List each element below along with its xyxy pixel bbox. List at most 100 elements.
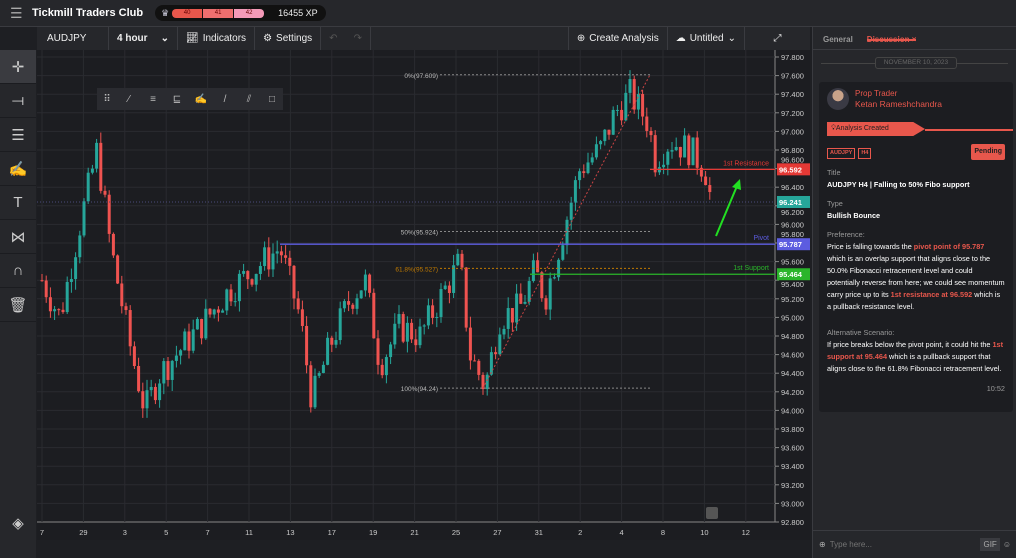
candle-body xyxy=(687,135,691,166)
pattern-tool[interactable]: ⋈ xyxy=(0,220,36,254)
line-icon[interactable]: / xyxy=(223,93,227,105)
emoji-icon[interactable]: ☺ xyxy=(1002,540,1011,549)
price-tick-label: 96.600 xyxy=(781,155,804,164)
settings-button[interactable]: ⚙ Settings xyxy=(255,27,322,50)
candle-body xyxy=(107,194,111,234)
candle-body xyxy=(208,308,212,315)
candle-body xyxy=(61,309,65,313)
price-tick-label: 97.600 xyxy=(781,72,804,81)
date-tick-label: 29 xyxy=(79,528,87,537)
candle-body xyxy=(355,298,359,309)
candle-body xyxy=(368,274,372,293)
price-tick-label: 93.800 xyxy=(781,425,804,434)
projection-arrow xyxy=(715,185,738,237)
candle-body xyxy=(40,280,44,282)
brush-tool[interactable]: ✍ xyxy=(0,152,36,186)
candle-body xyxy=(418,326,422,346)
save-dropdown[interactable]: ☁ Untitled ⌄ xyxy=(668,27,745,50)
delete-tool[interactable]: 🗑︎ xyxy=(0,288,36,322)
gif-button[interactable]: GIF xyxy=(980,538,1000,551)
parallel-lines-icon[interactable]: ≡ xyxy=(150,93,156,105)
candle-body xyxy=(254,273,258,285)
candle-body xyxy=(464,267,468,328)
candle-body xyxy=(447,285,451,293)
chart-area[interactable]: 97.800 97.600 97.400 97.200 97.000 96.800 96.6… xyxy=(37,50,810,540)
timeframe-label: 4 hour xyxy=(117,33,148,44)
brush-icon[interactable]: ✍ xyxy=(194,93,208,105)
layers-tool[interactable]: ◈ xyxy=(0,506,36,540)
indicators-button[interactable]: 📈︎ Indicators xyxy=(178,27,256,50)
candle-body xyxy=(330,337,334,345)
candle-body xyxy=(468,327,472,361)
crosshair-tool[interactable]: ✛ xyxy=(0,50,36,84)
candle-body xyxy=(590,157,594,163)
channel-icon[interactable]: ⊑ xyxy=(172,93,182,105)
type-label: Type xyxy=(827,199,843,208)
close-icon[interactable]: × xyxy=(911,35,917,44)
line-tool[interactable]: ⟞ xyxy=(0,84,36,118)
alternative-text: If price breaks below the pivot point, i… xyxy=(827,339,1005,375)
rectangle-icon[interactable]: □ xyxy=(268,93,276,105)
candle-body xyxy=(363,274,367,291)
candlestick-chart[interactable]: 97.800 97.600 97.400 97.200 97.000 96.80096.6… xyxy=(37,50,810,540)
candle-body xyxy=(452,265,456,293)
price-tick-label: 96.200 xyxy=(781,208,804,217)
message-bar: ⊕ GIF ☺ xyxy=(813,530,1016,558)
candle-body xyxy=(628,79,632,93)
candle-body xyxy=(267,247,271,270)
trendline-icon[interactable]: ⁄ xyxy=(128,93,130,105)
timeframe-dropdown[interactable]: 4 hour ⌄ xyxy=(109,27,178,50)
candles xyxy=(40,70,712,418)
candle-body xyxy=(607,129,611,135)
candle-body xyxy=(569,202,573,220)
candle-body xyxy=(69,279,73,282)
drawing-tools-sidebar: ✛ ⟞ ☰ ✍ T ⋈ ∩ 🗑︎ ◈ xyxy=(0,50,36,558)
candle-body xyxy=(662,164,666,168)
message-input[interactable] xyxy=(829,540,981,549)
hamburger-menu-icon[interactable]: ☰ xyxy=(10,4,23,21)
candle-body xyxy=(99,142,103,191)
level: 40 xyxy=(172,8,203,18)
price-tag xyxy=(777,238,810,251)
symbol-selector[interactable]: AUDJPY xyxy=(37,27,109,50)
badge-icon: ♛ xyxy=(161,7,170,18)
price-tick-label: 96.800 xyxy=(781,146,804,155)
current-price-label: 96.241 xyxy=(779,198,802,207)
drag-handle-icon[interactable]: ⠿ xyxy=(103,93,111,105)
undo-icon[interactable]: ↶ xyxy=(329,33,338,44)
date-tick-label: 8 xyxy=(661,528,665,537)
event-label: Analysis Created xyxy=(835,125,889,132)
candle-body xyxy=(246,271,250,280)
price-tick-label: 94.800 xyxy=(781,332,804,341)
magnet-tool[interactable]: ∩ xyxy=(0,254,36,288)
text-tool[interactable]: T xyxy=(0,186,36,220)
redo-icon[interactable]: ↷ xyxy=(353,33,362,44)
ray-icon[interactable]: ⫽ xyxy=(246,93,252,105)
author-name: Ketan Rameshchandra xyxy=(855,99,942,109)
fib-tool[interactable]: ☰ xyxy=(0,118,36,152)
level-label: 1st Resistance xyxy=(723,160,769,167)
candle-body xyxy=(615,109,619,111)
create-analysis-button[interactable]: ⊕ Create Analysis xyxy=(567,27,668,50)
candle-body xyxy=(153,386,157,401)
candle-body xyxy=(74,257,78,280)
candle-body xyxy=(275,251,279,254)
candle-body xyxy=(124,306,128,311)
candle-body xyxy=(65,281,69,313)
plus-icon[interactable]: ⊕ xyxy=(819,540,826,549)
candle-body xyxy=(174,355,178,361)
candle-body xyxy=(699,167,703,177)
tab-general[interactable]: General xyxy=(823,35,853,44)
candle-body xyxy=(586,162,590,174)
fib-lines-icon: ☰ xyxy=(11,126,25,144)
avatar[interactable] xyxy=(827,88,849,110)
candle-body xyxy=(233,301,237,303)
candle-body xyxy=(645,116,649,131)
fullscreen-button[interactable]: ⤢ xyxy=(745,27,810,50)
tab-discussion[interactable]: Discussion × xyxy=(866,35,917,44)
candle-body xyxy=(636,94,640,110)
candle-body xyxy=(191,329,195,351)
timeframe-pill: H4 xyxy=(858,147,872,159)
price-tick-label: 97.400 xyxy=(781,90,804,99)
candle-body xyxy=(498,334,502,355)
